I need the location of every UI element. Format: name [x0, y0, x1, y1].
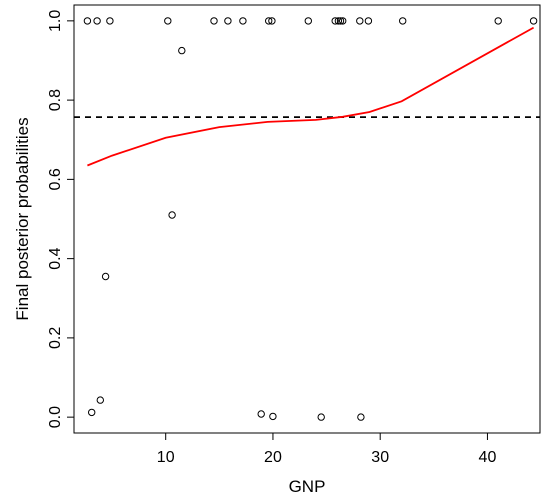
- y-axis: 0.0 0.2 0.4 0.6 0.8 1.0: [47, 10, 75, 428]
- data-point: [168, 211, 176, 219]
- data-point: [88, 408, 96, 417]
- data-point: [268, 17, 276, 25]
- x-tick-label: 40: [479, 449, 497, 466]
- data-point: [269, 412, 277, 421]
- points-layer: [83, 17, 538, 421]
- plot-frame: [73, 4, 541, 434]
- y-tick-label: 0.2: [47, 327, 64, 349]
- data-point: [96, 396, 105, 404]
- data-point: [304, 17, 312, 25]
- data-point: [178, 46, 186, 55]
- y-tick-label: 0.0: [47, 406, 64, 428]
- data-point: [101, 272, 110, 281]
- data-point: [357, 413, 365, 421]
- data-point: [93, 17, 101, 25]
- data-point: [210, 17, 218, 25]
- x-axis: 10 20 30 40: [157, 432, 497, 466]
- fitted-curve: [87, 26, 535, 167]
- y-tick-label: 0.8: [47, 89, 64, 111]
- x-tick-label: 10: [157, 449, 175, 466]
- data-point: [339, 17, 347, 25]
- y-tick-label: 0.4: [47, 247, 64, 269]
- data-point: [336, 17, 345, 25]
- data-point: [399, 17, 407, 25]
- data-point: [317, 413, 325, 421]
- data-point: [106, 17, 114, 25]
- y-tick-label: 0.6: [47, 168, 64, 190]
- y-axis-label: Final posterior probabilities: [13, 117, 32, 320]
- y-tick-label: 1.0: [47, 10, 64, 32]
- x-axis-label: GNP: [289, 477, 326, 496]
- data-point: [265, 17, 273, 25]
- data-point: [529, 17, 538, 25]
- data-point: [331, 17, 339, 25]
- fitted-curve-layer: [87, 26, 535, 167]
- data-point: [257, 410, 265, 418]
- data-point: [334, 17, 343, 25]
- x-tick-label: 20: [264, 449, 282, 466]
- data-point: [239, 17, 247, 25]
- data-point: [356, 17, 364, 25]
- x-tick-label: 30: [371, 449, 389, 466]
- data-point: [364, 17, 373, 25]
- data-point: [83, 17, 92, 25]
- data-point: [494, 17, 502, 25]
- data-point: [164, 17, 172, 25]
- data-point: [224, 17, 232, 25]
